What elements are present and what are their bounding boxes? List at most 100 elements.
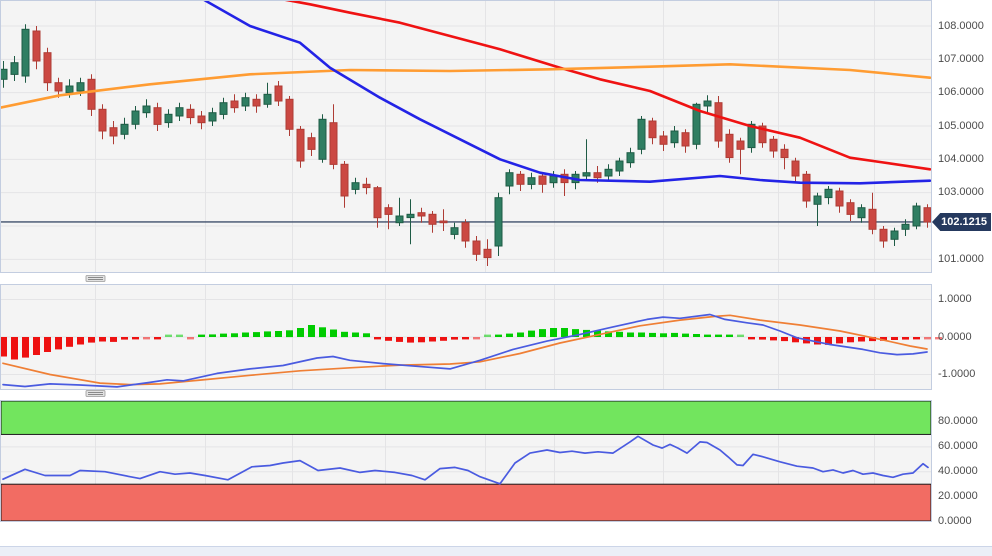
- candle-body[interactable]: [703, 100, 712, 107]
- candle-body[interactable]: [923, 207, 932, 223]
- candle-body[interactable]: [296, 128, 305, 162]
- histogram-bar: [550, 328, 557, 337]
- candle-body[interactable]: [142, 105, 151, 114]
- histogram-bar: [561, 328, 568, 337]
- time-scale-axis[interactable]: Dec19202316Feb13Mar20Apr: [0, 522, 932, 546]
- candle-body[interactable]: [736, 140, 745, 150]
- candle-body[interactable]: [890, 230, 899, 240]
- candle-body[interactable]: [780, 148, 789, 159]
- candle-body[interactable]: [472, 240, 481, 255]
- candlestick-series[interactable]: [0, 24, 932, 266]
- candle-body[interactable]: [626, 152, 635, 164]
- candle-body[interactable]: [120, 123, 129, 135]
- candle-body[interactable]: [912, 205, 921, 227]
- candle-body[interactable]: [384, 207, 393, 215]
- candle-body[interactable]: [131, 110, 140, 125]
- candle-body[interactable]: [791, 160, 800, 177]
- candle-body[interactable]: [65, 85, 74, 94]
- candle-body[interactable]: [153, 107, 162, 125]
- candle-body[interactable]: [670, 130, 679, 144]
- candle-body[interactable]: [340, 163, 349, 197]
- candle-body[interactable]: [406, 213, 415, 219]
- macd-line[interactable]: [2, 313, 928, 388]
- ma-orange-line[interactable]: [0, 63, 932, 109]
- candle-body[interactable]: [428, 213, 437, 225]
- candle-body[interactable]: [98, 108, 107, 132]
- candle-body[interactable]: [186, 108, 195, 119]
- candle-body[interactable]: [395, 215, 404, 224]
- handle-grip[interactable]: [85, 390, 106, 397]
- candle-body[interactable]: [769, 138, 778, 152]
- candle-body[interactable]: [604, 168, 613, 177]
- candle-body[interactable]: [824, 188, 833, 199]
- candle-body[interactable]: [494, 197, 503, 247]
- panel-resize-handle[interactable]: [85, 275, 106, 282]
- candle-body[interactable]: [32, 30, 41, 62]
- candle-body[interactable]: [615, 160, 624, 172]
- candle-body[interactable]: [483, 248, 492, 259]
- candle-body[interactable]: [219, 102, 228, 115]
- candle-body[interactable]: [549, 175, 558, 184]
- candle-body[interactable]: [725, 133, 734, 159]
- macd-histogram[interactable]: [0, 325, 942, 360]
- candle-body[interactable]: [285, 98, 294, 130]
- candle-body[interactable]: [901, 223, 910, 230]
- candle-body[interactable]: [373, 187, 382, 219]
- candle-body[interactable]: [263, 93, 272, 105]
- candle-body[interactable]: [230, 100, 239, 109]
- candle-body[interactable]: [0, 68, 8, 80]
- candle-body[interactable]: [714, 102, 723, 142]
- rsi-line[interactable]: [2, 435, 929, 485]
- candle-body[interactable]: [593, 172, 602, 179]
- panel-resize-handle[interactable]: [85, 390, 106, 397]
- candle-body[interactable]: [505, 172, 514, 187]
- candle-body[interactable]: [175, 107, 184, 117]
- candle-body[interactable]: [835, 190, 844, 207]
- histogram-bar: [759, 337, 766, 340]
- candle-body[interactable]: [21, 28, 30, 77]
- candle-body[interactable]: [76, 82, 85, 92]
- candle-body[interactable]: [461, 222, 470, 242]
- candle-body[interactable]: [813, 195, 822, 205]
- handle-grip[interactable]: [85, 275, 106, 282]
- candle-body[interactable]: [54, 82, 63, 92]
- ma-red-line[interactable]: [281, 0, 932, 171]
- candle-body[interactable]: [362, 183, 371, 189]
- candle-body[interactable]: [351, 182, 360, 190]
- candle-body[interactable]: [109, 127, 118, 137]
- candle-body[interactable]: [659, 135, 668, 145]
- candle-body[interactable]: [692, 103, 701, 145]
- candle-body[interactable]: [538, 175, 547, 185]
- candle-body[interactable]: [857, 207, 866, 219]
- candle-body[interactable]: [318, 118, 327, 160]
- ma-blue-line[interactable]: [201, 0, 932, 185]
- candle-body[interactable]: [274, 85, 283, 102]
- candle-body[interactable]: [43, 52, 52, 84]
- candle-body[interactable]: [252, 98, 261, 107]
- candle-body[interactable]: [87, 78, 96, 110]
- candle-body[interactable]: [164, 113, 173, 124]
- candle-body[interactable]: [582, 172, 591, 177]
- candle-body[interactable]: [307, 137, 316, 150]
- candle-body[interactable]: [439, 220, 448, 224]
- candle-body[interactable]: [846, 202, 855, 215]
- candle-body[interactable]: [879, 228, 888, 242]
- candle-body[interactable]: [802, 173, 811, 202]
- candle-body[interactable]: [758, 125, 767, 144]
- candle-body[interactable]: [208, 112, 217, 122]
- candle-body[interactable]: [417, 212, 426, 217]
- candle-body[interactable]: [637, 118, 646, 150]
- candle-body[interactable]: [450, 227, 459, 235]
- candle-body[interactable]: [516, 173, 525, 185]
- candle-body[interactable]: [241, 97, 250, 107]
- candle-body[interactable]: [747, 123, 756, 149]
- candle-body[interactable]: [527, 177, 536, 185]
- candle-body[interactable]: [10, 62, 19, 75]
- candle-body[interactable]: [197, 115, 206, 124]
- candle-body[interactable]: [329, 122, 338, 165]
- candle-body[interactable]: [681, 132, 690, 147]
- candle-body[interactable]: [868, 208, 877, 230]
- macd-signal-line[interactable]: [2, 314, 928, 386]
- candle-body[interactable]: [648, 120, 657, 139]
